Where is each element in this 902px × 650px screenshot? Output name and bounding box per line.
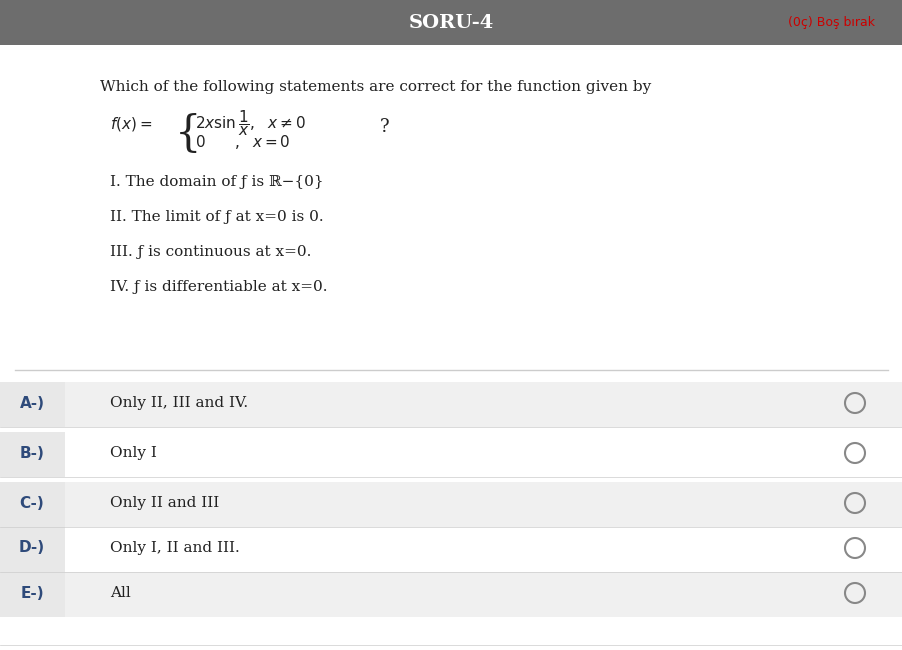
Text: D-): D-) [19, 541, 45, 556]
FancyBboxPatch shape [0, 572, 902, 617]
Text: IV. ƒ is differentiable at x​=​0.: IV. ƒ is differentiable at x​=​0. [110, 280, 327, 294]
Text: Only I, II and III.: Only I, II and III. [110, 541, 240, 555]
Text: E-): E-) [20, 586, 44, 601]
Text: ?: ? [380, 118, 389, 136]
Text: I. The domain of ƒ is ℝ−{0}: I. The domain of ƒ is ℝ−{0} [110, 175, 323, 189]
FancyBboxPatch shape [0, 382, 65, 427]
Text: SORU-4: SORU-4 [408, 14, 493, 31]
Text: (0ç) Boş bırak: (0ç) Boş bırak [787, 16, 874, 29]
Text: C-): C-) [20, 495, 44, 510]
FancyBboxPatch shape [0, 0, 902, 45]
Text: B-): B-) [20, 445, 44, 460]
FancyBboxPatch shape [0, 527, 902, 572]
FancyBboxPatch shape [0, 572, 65, 617]
FancyBboxPatch shape [15, 50, 887, 580]
Text: Only II and III: Only II and III [110, 496, 219, 510]
Text: All: All [110, 586, 131, 600]
Text: Only II, III and IV.: Only II, III and IV. [110, 396, 248, 410]
Text: $f(x)=$: $f(x)=$ [110, 115, 152, 133]
Text: II. The limit of ƒ at x​=​0 is 0.: II. The limit of ƒ at x​=​0 is 0. [110, 210, 323, 224]
Text: Only I: Only I [110, 446, 157, 460]
Text: $2x\sin\dfrac{1}{x},\ \ x\neq 0$: $2x\sin\dfrac{1}{x},\ \ x\neq 0$ [195, 108, 306, 138]
FancyBboxPatch shape [0, 382, 902, 427]
FancyBboxPatch shape [0, 482, 65, 527]
FancyBboxPatch shape [0, 527, 65, 572]
Text: {: { [175, 113, 201, 155]
FancyBboxPatch shape [0, 482, 902, 527]
FancyBboxPatch shape [0, 432, 65, 477]
Text: III. ƒ is continuous at x​=​0.: III. ƒ is continuous at x​=​0. [110, 245, 311, 259]
Text: A-): A-) [20, 395, 44, 411]
Text: Which of the following statements are correct for the function given by: Which of the following statements are co… [100, 80, 650, 94]
FancyBboxPatch shape [0, 432, 902, 477]
Text: $0\ \ \ \ \ \ ,\ \ x=0$: $0\ \ \ \ \ \ ,\ \ x=0$ [195, 133, 290, 151]
